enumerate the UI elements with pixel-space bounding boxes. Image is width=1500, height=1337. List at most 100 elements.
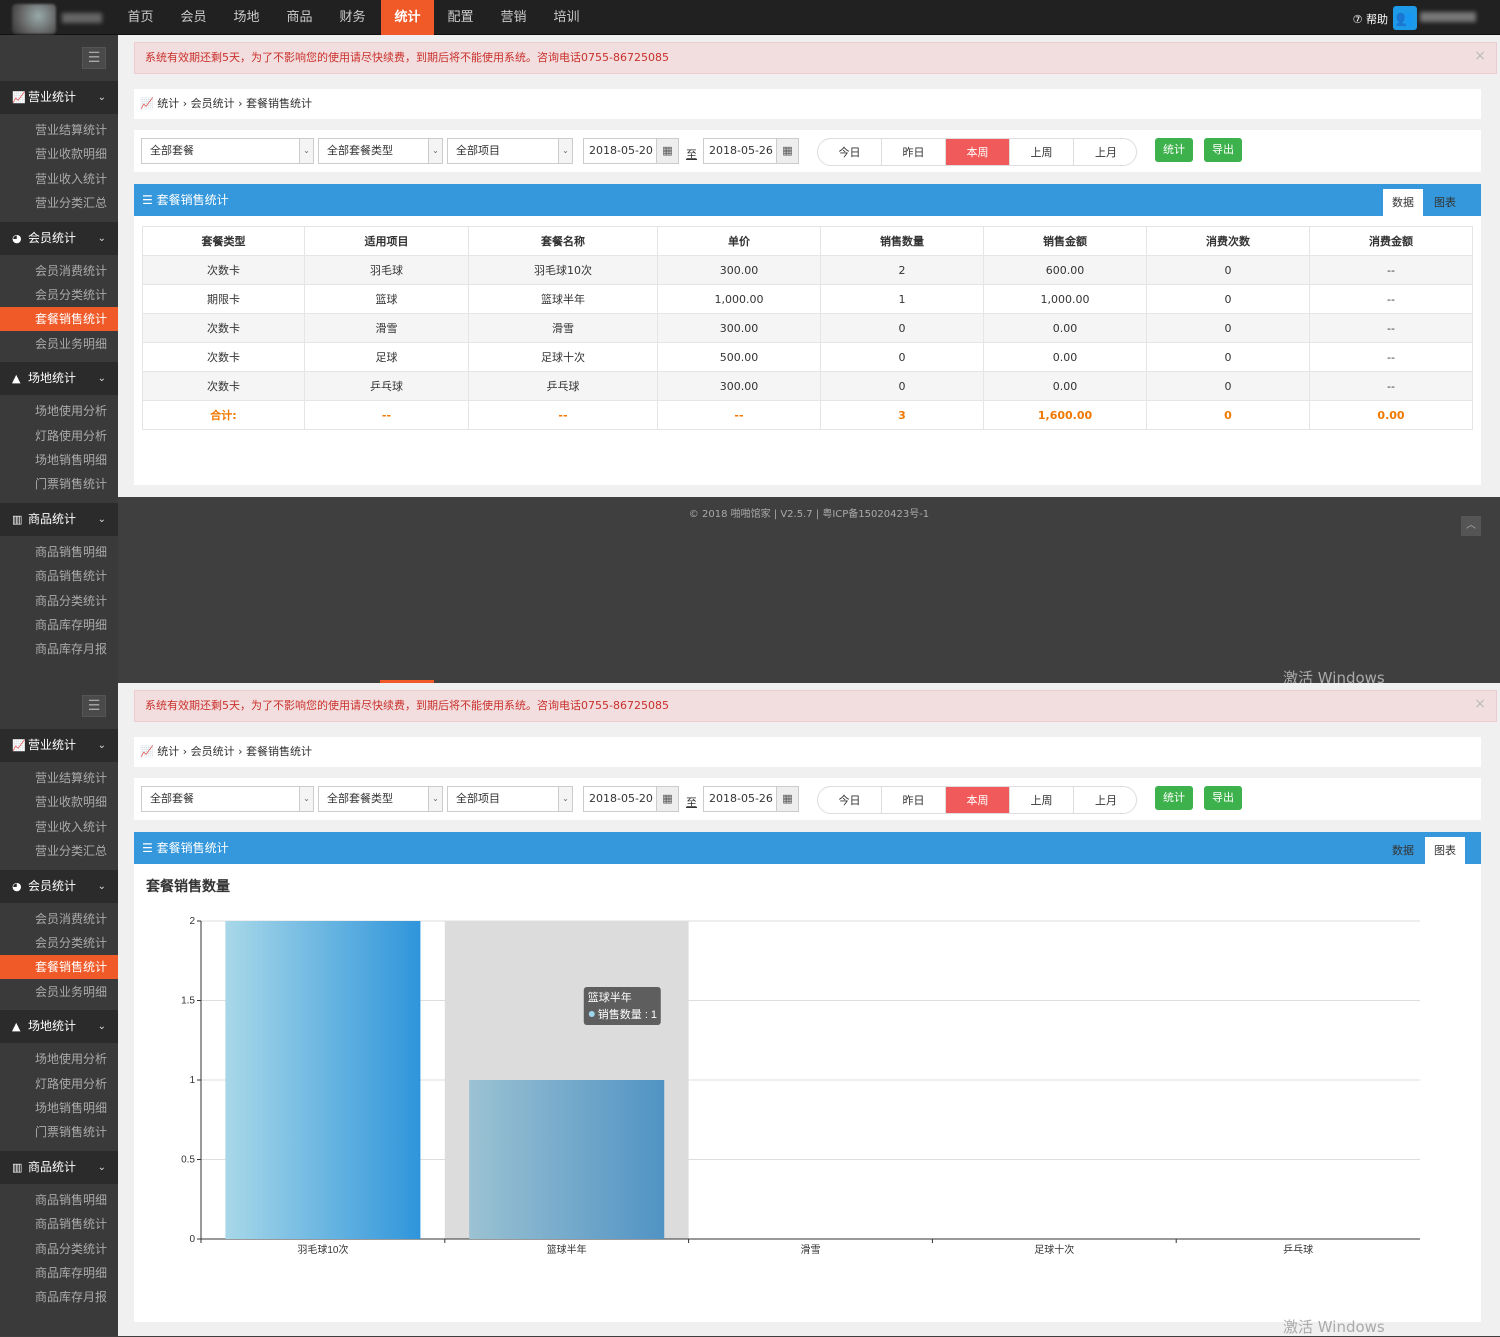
quick-range-button[interactable]: 今日 [818,787,882,813]
breadcrumb-item[interactable]: 会员统计 [190,97,235,110]
panel-title: ☰ 套餐销售统计 [142,193,229,207]
sidebar-item[interactable]: 商品分类统计 [35,1241,108,1256]
quick-range-button[interactable]: 上月 [1095,146,1117,159]
stat-button[interactable]: 统计 [1155,138,1193,162]
sidebar-item[interactable]: 会员分类统计 [35,936,108,950]
sidebar-item[interactable]: 商品库存月报 [35,1290,108,1305]
quick-range-button[interactable]: 本周 [946,787,1010,813]
user-avatar-icon[interactable]: 👥 [1393,6,1417,30]
area-chart-icon: ▲ [12,372,21,386]
sidebar-item[interactable]: 套餐销售统计 [0,307,118,332]
sidebar-item[interactable]: 会员消费统计 [35,911,108,926]
sidebar-item[interactable]: 商品销售明细 [35,1192,108,1207]
sidebar-group[interactable]: ▥ 商品统计 ⌄ [0,502,118,536]
nav-marketing[interactable]: 营销 [500,10,527,25]
breadcrumb-item[interactable]: 会员统计 [190,745,235,758]
sidebar-item[interactable]: 营业分类汇总 [35,844,108,859]
calendar-icon[interactable]: ▦ [776,139,798,163]
package-type-select[interactable]: 全部套餐类型 ⌄ [318,138,443,164]
sidebar-group[interactable]: ◕ 会员统计 ⌄ [0,221,118,255]
nav-home[interactable]: 首页 [127,10,154,25]
package-select[interactable]: 全部套餐 ⌄ [141,786,314,812]
sidebar-item[interactable]: 会员消费统计 [35,263,108,278]
sidebar-item[interactable]: 场地销售明细 [35,453,108,467]
sidebar-item[interactable]: 会员业务明细 [35,336,108,351]
nav-finance[interactable]: 财务 [339,10,366,25]
help-link[interactable]: ⑦ 帮助 [1352,13,1388,26]
calendar-icon[interactable]: ▦ [656,787,678,811]
sidebar-item[interactable]: 场地使用分析 [35,404,108,419]
quick-range-button[interactable]: 上周 [1010,787,1074,813]
sidebar-item[interactable]: 营业分类汇总 [35,196,108,211]
tab-chart[interactable]: 图表 [1434,196,1456,209]
nav-statistics[interactable]: 统计 [381,0,434,35]
sidebar-item[interactable]: 灯路使用分析 [35,428,108,443]
nav-member[interactable]: 会员 [180,10,207,25]
sidebar-item[interactable]: 灯路使用分析 [35,1076,108,1091]
sidebar-group[interactable]: ▲ 场地统计 ⌄ [0,362,118,396]
calendar-icon[interactable]: ▦ [776,787,798,811]
sidebar-item[interactable]: 门票销售统计 [35,477,108,492]
date-to-input[interactable]: 2018-05-26 ▦ [703,786,799,812]
nav-training[interactable]: 培训 [553,10,580,25]
nav-goods[interactable]: 商品 [286,10,313,25]
sidebar-toggle-icon[interactable]: ☰ [82,695,106,717]
table-cell: 0.00 [983,342,1147,372]
date-from-input[interactable]: 2018-05-20 ▦ [583,786,679,812]
sidebar-item[interactable]: 商品库存月报 [35,642,108,657]
tab-data[interactable]: 数据 [1383,189,1423,216]
nav-config[interactable]: 配置 [447,10,474,25]
quick-range-button[interactable]: 昨日 [882,787,946,813]
sidebar-group[interactable]: ◕ 会员统计 ⌄ [0,869,118,903]
close-icon[interactable]: × [1474,696,1486,712]
close-icon[interactable]: × [1474,48,1486,64]
sidebar-item[interactable]: 营业收款明细 [35,795,108,810]
sidebar-item[interactable]: 套餐销售统计 [0,955,118,980]
sidebar-item[interactable]: 商品分类统计 [35,593,108,608]
breadcrumb-item[interactable]: 统计 [157,745,180,758]
sidebar-item[interactable]: 营业收入统计 [35,171,108,186]
sidebar-item[interactable]: 会员业务明细 [35,984,108,999]
sidebar-item[interactable]: 商品库存明细 [35,618,108,632]
quick-range-button[interactable]: 昨日 [882,139,946,165]
quick-range-button[interactable]: 本周 [946,139,1010,165]
package-type-select[interactable]: 全部套餐类型 ⌄ [318,786,443,812]
sidebar-item[interactable]: 营业结算统计 [35,123,108,137]
quick-range-button[interactable]: 今日 [818,139,882,165]
brand-logo[interactable] [8,4,108,34]
table-cell: 滑雪 [468,313,658,343]
date-from-input[interactable]: 2018-05-20 ▦ [583,138,679,164]
package-select[interactable]: 全部套餐 ⌄ [141,138,314,164]
sidebar-item[interactable]: 商品销售明细 [35,544,108,559]
quick-range-button[interactable]: 上周 [1010,139,1074,165]
sidebar-item[interactable]: 商品销售统计 [35,1217,108,1232]
tab-chart[interactable]: 图表 [1425,837,1465,864]
calendar-icon[interactable]: ▦ [656,139,678,163]
sidebar-item[interactable]: 门票销售统计 [35,1125,108,1140]
sidebar-item[interactable]: 商品库存明细 [35,1266,108,1280]
sidebar-group[interactable]: ▥ 商品统计 ⌄ [0,1150,118,1184]
project-select[interactable]: 全部项目 ⌄ [447,138,573,164]
username[interactable] [1420,12,1476,22]
date-to-input[interactable]: 2018-05-26 ▦ [703,138,799,164]
export-button[interactable]: 导出 [1204,786,1242,810]
sidebar-item[interactable]: 营业收入统计 [35,819,108,834]
sidebar-item[interactable]: 场地销售明细 [35,1101,108,1115]
nav-venue[interactable]: 场地 [233,10,260,25]
sidebar-group[interactable]: 📈 营业统计 ⌄ [0,729,118,762]
quick-range-button[interactable]: 上月 [1095,794,1117,807]
project-select[interactable]: 全部项目 ⌄ [447,786,573,812]
breadcrumb-item[interactable]: 统计 [157,97,180,110]
sidebar-toggle-icon[interactable]: ☰ [82,47,106,69]
sidebar-group[interactable]: ▲ 场地统计 ⌄ [0,1010,118,1044]
sidebar-item[interactable]: 会员分类统计 [35,288,108,302]
export-button[interactable]: 导出 [1204,138,1242,162]
back-to-top-icon[interactable]: ︿ [1461,516,1481,536]
sidebar-item[interactable]: 营业结算统计 [35,771,108,785]
sidebar-item[interactable]: 营业收款明细 [35,147,108,162]
tab-data[interactable]: 数据 [1392,844,1414,857]
sidebar-item[interactable]: 场地使用分析 [35,1052,108,1067]
sidebar-group[interactable]: 📈 营业统计 ⌄ [0,81,118,114]
stat-button[interactable]: 统计 [1155,786,1193,810]
sidebar-item[interactable]: 商品销售统计 [35,569,108,584]
